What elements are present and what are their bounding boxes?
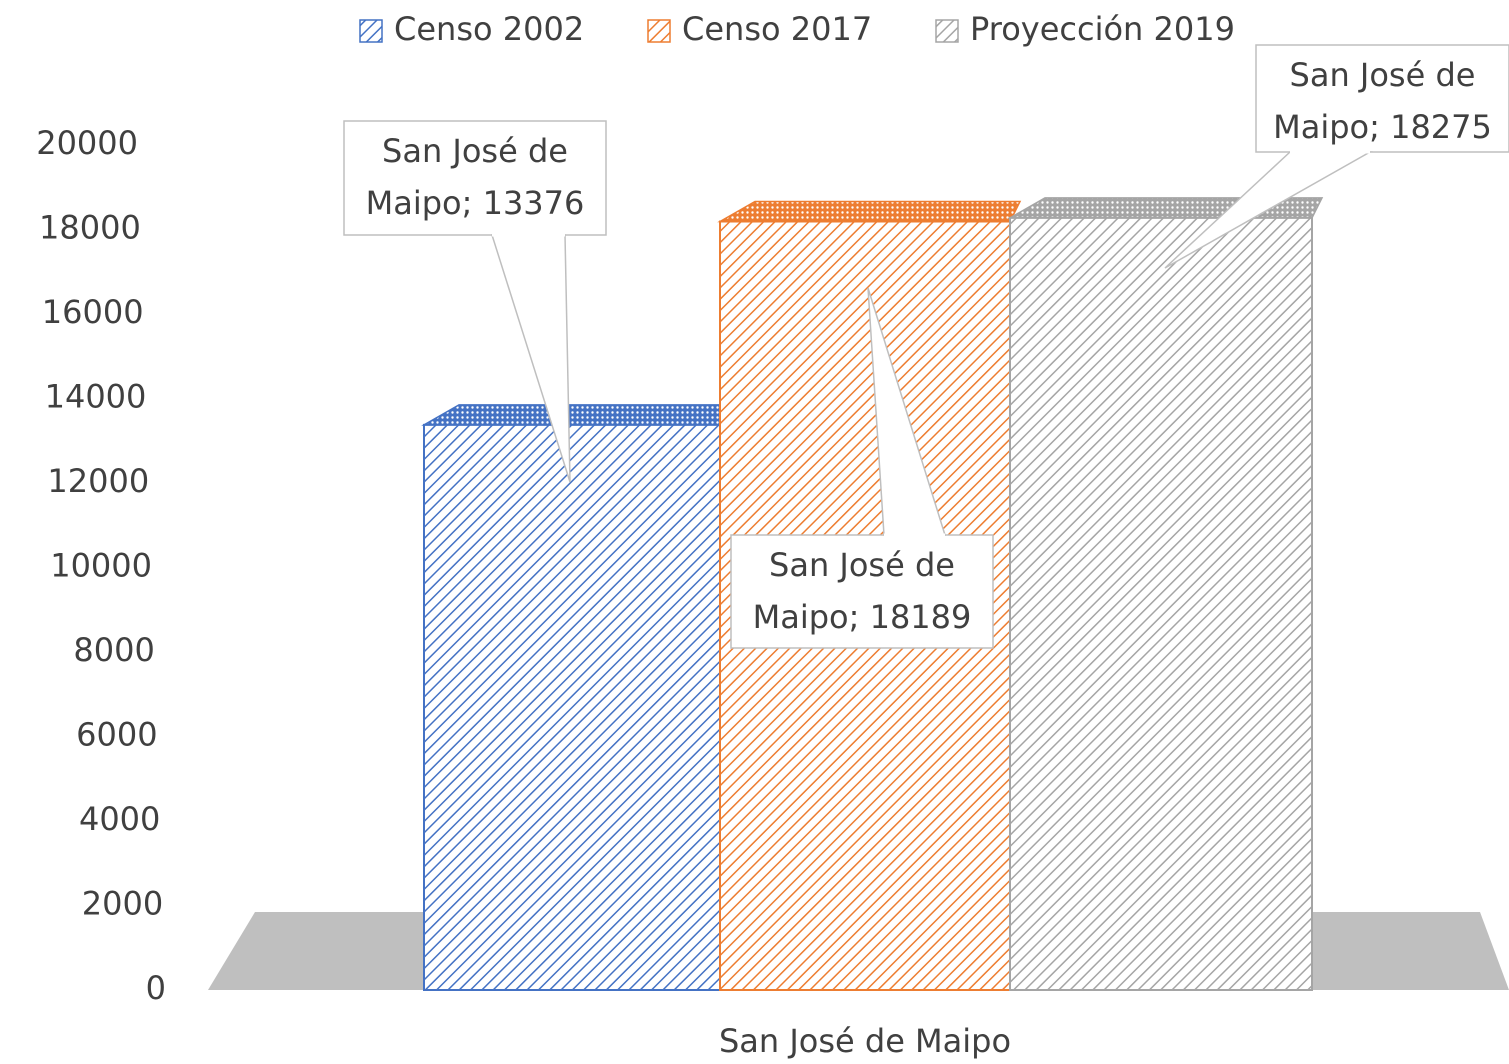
callout-box	[1255, 44, 1509, 153]
bar	[423, 423, 721, 991]
legend-swatch	[935, 19, 959, 43]
bar-top	[717, 200, 1022, 223]
x-tick-label: San José de Maipo	[719, 1022, 1011, 1060]
data-label: San José de Maipo; 18189	[752, 546, 972, 636]
y-tick-label: 10000	[50, 547, 152, 585]
legend-swatch	[647, 19, 671, 43]
callout-box	[343, 120, 607, 236]
y-tick-label: 16000	[42, 293, 144, 331]
y-tick-label: 6000	[76, 716, 157, 754]
y-tick-label: 12000	[47, 462, 149, 500]
bar	[1009, 216, 1313, 992]
y-tick-label: 2000	[82, 885, 163, 923]
y-tick-label: 8000	[73, 631, 154, 669]
data-label: San José de Maipo; 18275	[1273, 56, 1492, 146]
legend-swatch	[359, 19, 383, 43]
y-tick-label: 18000	[39, 209, 141, 247]
legend-label: Censo 2002	[394, 10, 584, 48]
data-label: San José de Maipo; 13376	[365, 132, 585, 222]
bar-top	[421, 404, 732, 426]
legend-label: Censo 2017	[682, 10, 872, 48]
callout-box	[730, 534, 994, 649]
y-tick-label: 0	[146, 969, 166, 1007]
y-tick-label: 14000	[45, 378, 147, 416]
legend-label: Proyección 2019	[970, 10, 1235, 48]
y-tick-label: 4000	[79, 800, 160, 838]
y-tick-label: 20000	[36, 124, 138, 162]
